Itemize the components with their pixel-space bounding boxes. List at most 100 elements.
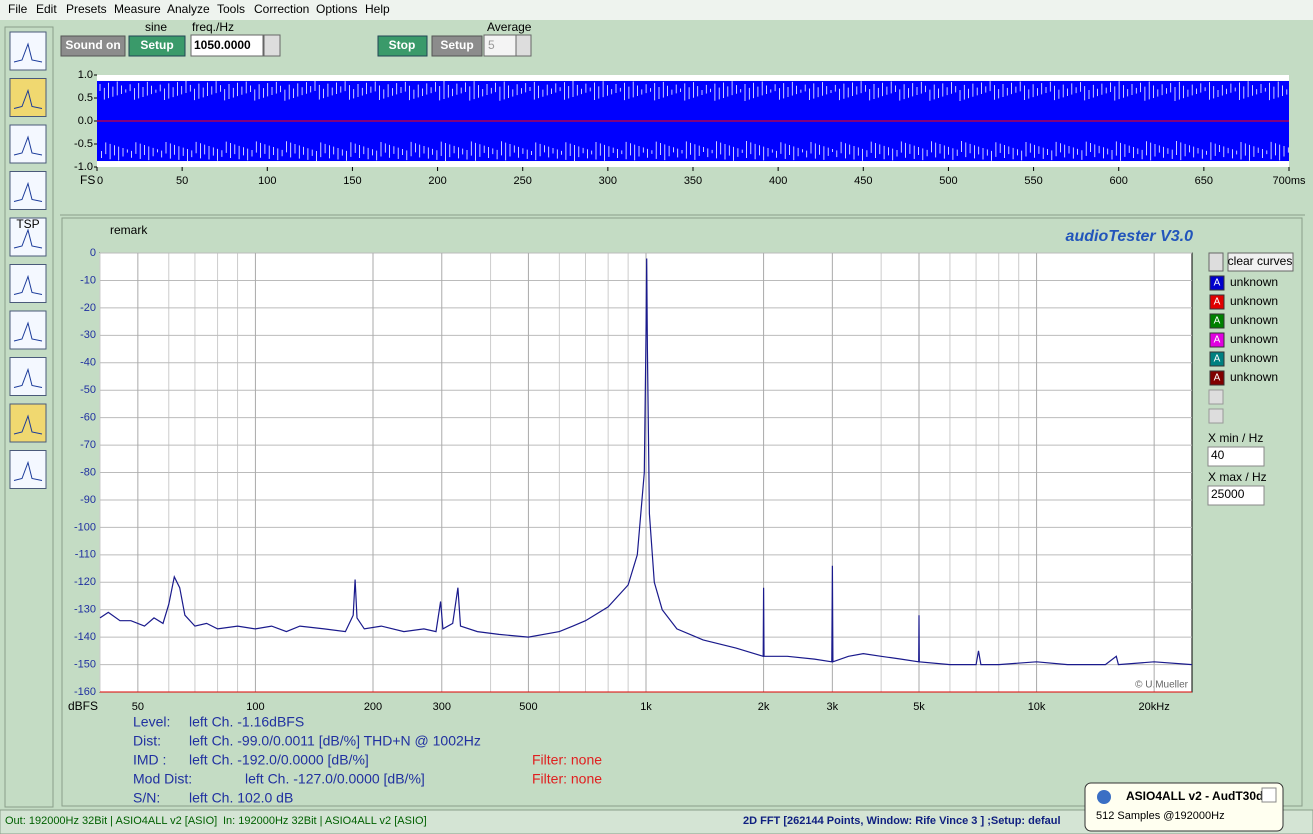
- x-tick-label: 200: [364, 701, 382, 713]
- tool-icon[interactable]: [9, 171, 47, 210]
- freq-value: 1050.0000: [194, 38, 251, 52]
- icon-sketch: [13, 414, 43, 435]
- fs-label: FS: [80, 173, 95, 187]
- status-fft: 2D FFT [262144 Points, Window: Rife Vinc…: [743, 815, 1061, 827]
- y-tick-label: -10: [80, 274, 96, 286]
- legend-swatch[interactable]: [1209, 332, 1225, 348]
- icon-sketch: [13, 274, 43, 295]
- y-tick-label: -90: [80, 494, 96, 506]
- legend-swatch[interactable]: [1209, 294, 1225, 310]
- tool-icon[interactable]: [9, 310, 47, 350]
- tool-icon[interactable]: [9, 124, 47, 164]
- button-label: clear curves: [1228, 254, 1293, 268]
- y-tick-label: -0.5: [74, 138, 93, 150]
- legend-swatch[interactable]: [1209, 351, 1225, 367]
- y-tick-label: -150: [74, 658, 96, 670]
- menu-item[interactable]: Measure: [114, 2, 161, 16]
- result-filter: Filter: none: [532, 771, 602, 787]
- status-out: Out: 192000Hz 32Bit | ASIO4ALL v2 [ASIO]: [5, 815, 217, 827]
- legend-icon: A: [1214, 297, 1221, 308]
- legend-label: unknown: [1230, 294, 1278, 308]
- tool-icon[interactable]: [9, 264, 47, 303]
- tool-icon[interactable]: [9, 403, 47, 443]
- result-label: Dist:: [133, 733, 161, 749]
- spectrum-panel: [61, 217, 1303, 807]
- y-tick-label: 1.0: [78, 69, 93, 81]
- setup-button[interactable]: Setup: [128, 35, 186, 57]
- x-tick-label: 1k: [640, 701, 652, 713]
- popup: ASIO4ALL v2 - AudT30d 512 Samples @19200…: [1084, 782, 1284, 832]
- y-tick-label: -70: [80, 439, 96, 451]
- icon-sketch: [13, 321, 43, 342]
- x-tick-label: 100: [258, 175, 276, 187]
- legend-swatch[interactable]: [1209, 313, 1225, 329]
- xmax-input[interactable]: [1207, 485, 1265, 506]
- x-tick-label: 50: [132, 701, 144, 713]
- result-label: Level:: [133, 714, 170, 730]
- tool-icon[interactable]: [9, 217, 47, 257]
- x-tick-label: 200: [428, 175, 446, 187]
- result-value: left Ch. -99.0/0.0011 [dB/%] THD+N @ 100…: [189, 733, 481, 749]
- x-tick-label: 2k: [758, 701, 770, 713]
- icon-sketch: [13, 460, 43, 481]
- tool-icon[interactable]: [9, 450, 47, 489]
- x-tick-label: 20kHz: [1139, 701, 1170, 713]
- freq-input[interactable]: [190, 34, 264, 57]
- setup-button[interactable]: Setup: [431, 35, 483, 57]
- y-axis-label: dBFS: [68, 699, 98, 713]
- x-tick-label: 350: [684, 175, 702, 187]
- menu-item[interactable]: Analyze: [167, 2, 210, 16]
- x-tick-label: 700ms: [1272, 175, 1306, 187]
- menu-item[interactable]: Correction: [254, 2, 309, 16]
- icon-sketch: [13, 88, 43, 109]
- status-in: In: 192000Hz 32Bit | ASIO4ALL v2 [ASIO]: [223, 815, 427, 827]
- menu-item[interactable]: Tools: [217, 2, 245, 16]
- y-tick-label: -50: [80, 384, 96, 396]
- legend-swatch[interactable]: [1209, 275, 1225, 291]
- y-tick-label: -140: [74, 631, 96, 643]
- checkbox[interactable]: [1208, 389, 1224, 405]
- spinner[interactable]: [263, 34, 281, 57]
- menu-item[interactable]: Edit: [36, 2, 57, 16]
- legend-label: unknown: [1230, 370, 1278, 384]
- checkbox[interactable]: [1208, 408, 1224, 424]
- x-tick-label: 500: [519, 701, 537, 713]
- label: freq./Hz: [192, 20, 234, 34]
- clear-curves-button[interactable]: clear curves: [1227, 252, 1294, 272]
- menu-item[interactable]: Options: [316, 2, 357, 16]
- spinner[interactable]: [1208, 252, 1224, 272]
- icon-sketch: [13, 181, 43, 202]
- menu-item[interactable]: Presets: [66, 2, 107, 16]
- icon-sketch: [13, 135, 43, 156]
- result-value: left Ch. 102.0 dB: [189, 790, 293, 806]
- legend-swatch[interactable]: [1209, 370, 1225, 386]
- menu-item[interactable]: Help: [365, 2, 390, 16]
- tool-icon[interactable]: [9, 78, 47, 117]
- icon-sketch: [13, 42, 43, 63]
- menu-bar: [0, 0, 1313, 20]
- spinner[interactable]: [515, 34, 532, 57]
- sound-on-button[interactable]: Sound on: [60, 35, 126, 57]
- x-tick-label: 400: [769, 175, 787, 187]
- label: X min / Hz: [1208, 431, 1263, 445]
- tool-icon[interactable]: [9, 31, 47, 71]
- button-label: Sound on: [65, 38, 120, 52]
- tool-icon[interactable]: [9, 357, 47, 396]
- xmin-input[interactable]: [1207, 446, 1265, 467]
- x-tick-label: 650: [1195, 175, 1213, 187]
- stop-button[interactable]: Stop: [377, 35, 428, 57]
- label: X max / Hz: [1208, 470, 1267, 484]
- x-tick-label: 5k: [913, 701, 925, 713]
- legend-label: unknown: [1230, 332, 1278, 346]
- y-tick-label: -40: [80, 357, 96, 369]
- x-tick-label: 3k: [827, 701, 839, 713]
- label: Average: [487, 20, 532, 34]
- average-value: 5: [488, 38, 495, 52]
- menu-item[interactable]: File: [8, 2, 28, 16]
- y-tick-label: -20: [80, 302, 96, 314]
- credit: © U.Mueller: [1135, 680, 1189, 691]
- icon-sketch: [13, 367, 43, 388]
- x-tick-label: 250: [514, 175, 532, 187]
- close-button[interactable]: [1261, 787, 1277, 803]
